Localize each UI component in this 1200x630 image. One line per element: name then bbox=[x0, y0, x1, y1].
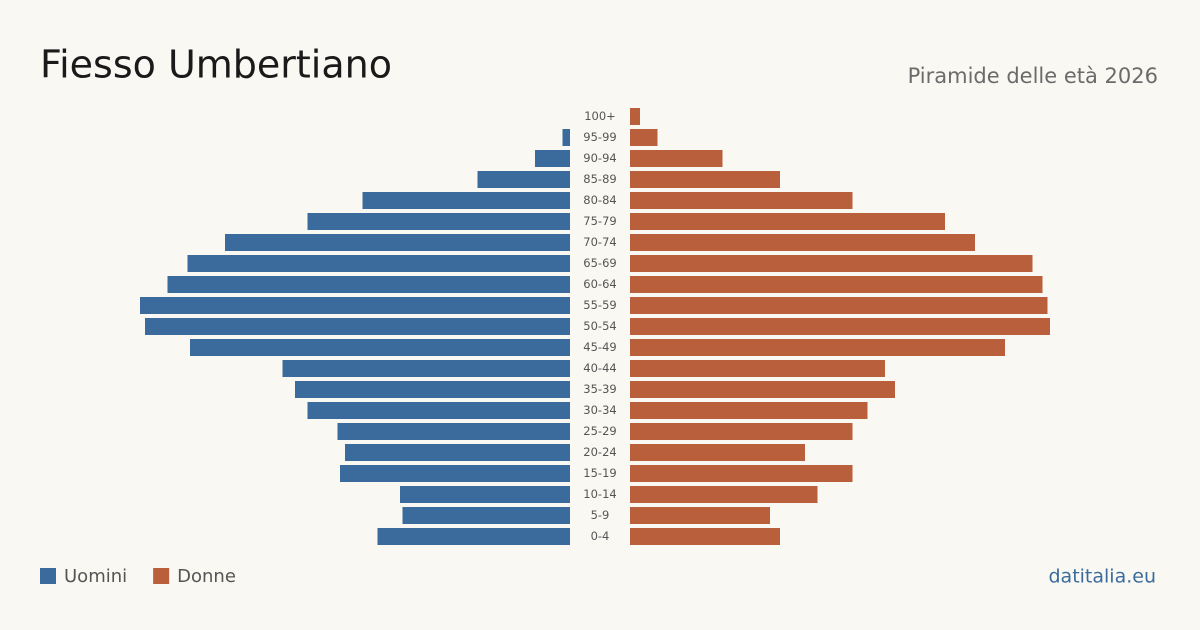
bar bbox=[630, 276, 1043, 293]
bar bbox=[630, 402, 868, 419]
age-label: 90-94 bbox=[583, 151, 616, 165]
age-label: 45-49 bbox=[583, 340, 616, 354]
bar bbox=[562, 129, 570, 146]
bar bbox=[630, 423, 853, 440]
source: datitalia.eu bbox=[1049, 566, 1157, 588]
age-label: 55-59 bbox=[583, 298, 616, 312]
legend-swatch bbox=[40, 568, 56, 584]
age-label: 20-24 bbox=[583, 445, 616, 459]
age-label: 15-19 bbox=[583, 466, 616, 480]
chart-title: Fiesso Umbertiano bbox=[40, 43, 392, 87]
bar bbox=[630, 150, 723, 167]
bar bbox=[140, 297, 570, 314]
bar bbox=[630, 255, 1033, 272]
age-label: 30-34 bbox=[583, 403, 616, 417]
bar bbox=[630, 318, 1050, 335]
legend-label: Donne bbox=[177, 566, 236, 587]
bar bbox=[630, 381, 895, 398]
bar bbox=[630, 507, 770, 524]
age-label: 85-89 bbox=[583, 172, 616, 186]
bar bbox=[630, 234, 975, 251]
chart-subtitle: Piramide delle età 2026 bbox=[908, 64, 1158, 88]
bar bbox=[225, 234, 570, 251]
bar bbox=[630, 192, 853, 209]
bar bbox=[630, 339, 1005, 356]
legend-label: Uomini bbox=[64, 566, 127, 587]
bar bbox=[340, 465, 570, 482]
bar bbox=[630, 297, 1048, 314]
bar bbox=[400, 486, 570, 503]
age-label: 60-64 bbox=[583, 277, 616, 291]
age-label: 80-84 bbox=[583, 193, 616, 207]
bar bbox=[345, 444, 570, 461]
age-label: 65-69 bbox=[583, 256, 616, 270]
bar bbox=[630, 528, 780, 545]
age-label: 50-54 bbox=[583, 319, 616, 333]
age-label: 0-4 bbox=[591, 529, 610, 543]
bar bbox=[377, 528, 570, 545]
age-label: 25-29 bbox=[583, 424, 616, 438]
age-label: 35-39 bbox=[583, 382, 616, 396]
bar bbox=[145, 318, 570, 335]
bar bbox=[630, 360, 885, 377]
bar bbox=[630, 444, 805, 461]
age-label: 100+ bbox=[584, 109, 616, 123]
age-label: 40-44 bbox=[583, 361, 616, 375]
bar bbox=[337, 423, 570, 440]
bar bbox=[630, 486, 818, 503]
bar bbox=[630, 465, 853, 482]
bar bbox=[630, 129, 658, 146]
bar bbox=[295, 381, 570, 398]
bar bbox=[535, 150, 570, 167]
legend-swatch bbox=[153, 568, 170, 584]
bar bbox=[630, 213, 945, 230]
age-label: 5-9 bbox=[591, 508, 610, 522]
age-label: 70-74 bbox=[583, 235, 616, 249]
bar bbox=[187, 255, 570, 272]
bar bbox=[282, 360, 570, 377]
bar bbox=[190, 339, 570, 356]
bar bbox=[630, 171, 780, 188]
age-label: 10-14 bbox=[583, 487, 616, 501]
age-label: 75-79 bbox=[583, 214, 616, 228]
bar bbox=[167, 276, 570, 293]
bar bbox=[402, 507, 570, 524]
age-label: 95-99 bbox=[583, 130, 616, 144]
bar bbox=[362, 192, 570, 209]
bar bbox=[477, 171, 570, 188]
bar bbox=[630, 108, 640, 125]
bar bbox=[307, 213, 570, 230]
bar bbox=[307, 402, 570, 419]
